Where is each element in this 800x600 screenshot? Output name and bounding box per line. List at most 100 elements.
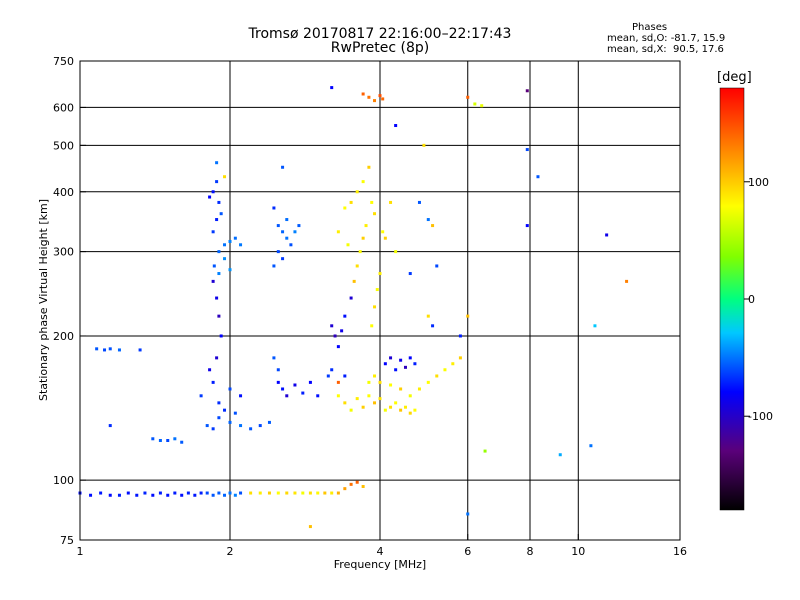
data-point [451,362,455,366]
data-point [443,368,447,372]
data-point [267,491,271,495]
data-point [413,408,417,412]
data-point [316,491,320,495]
data-point [217,401,221,405]
data-point [408,272,412,276]
data-point [308,525,312,529]
y-tick-label: 400 [53,186,74,199]
data-point [211,380,215,384]
data-point [466,95,470,99]
data-point [272,356,276,360]
data-point [215,161,219,165]
data-point [426,314,430,318]
data-point [343,401,347,405]
data-point [589,444,593,448]
x-tick-label: 2 [227,545,234,558]
data-point [330,368,334,372]
data-point [605,233,609,237]
data-point [223,493,227,497]
data-point [394,401,398,405]
x-tick-label: 6 [464,545,471,558]
data-point [422,143,426,147]
data-point [336,394,340,398]
y-tick-label: 75 [60,534,74,547]
data-point [89,493,93,497]
data-point [301,491,305,495]
data-point [199,394,203,398]
data-point [326,374,330,378]
data-point [408,411,412,415]
colorbar [719,87,745,511]
data-point [208,368,212,372]
data-point [215,296,219,300]
data-point [483,449,487,453]
phase-o-stats: mean, sd,O: -81.7, 15.9 [607,33,726,44]
data-point [330,491,334,495]
data-point [373,305,377,309]
data-point [426,218,430,222]
data-point [364,224,368,228]
data-point [173,437,177,441]
data-point [431,324,435,328]
data-point [426,380,430,384]
data-point [211,279,215,283]
data-point [186,491,190,495]
data-point [249,427,253,431]
data-point [383,408,387,412]
data-point [367,380,371,384]
x-tick-label: 10 [571,545,585,558]
data-point [361,405,365,409]
data-point [336,491,340,495]
y-tick-label: 500 [53,139,74,152]
data-point [193,493,197,497]
data-point [308,380,312,384]
data-point [217,314,221,318]
data-point [158,491,162,495]
data-point [223,243,227,247]
data-point [394,368,398,372]
data-point [108,424,112,428]
x-tick-label: 4 [377,545,384,558]
data-point [558,453,562,457]
data-point [239,491,243,495]
data-point [212,264,216,268]
data-point [367,394,371,398]
chart-subtitle: RwPretec (8p) [330,40,430,56]
data-point [343,206,347,210]
data-point [336,380,340,384]
data-point [281,165,285,169]
data-point [208,195,212,199]
phase-x-stats: mean, sd,X: 90.5, 17.6 [607,44,724,55]
data-point [394,250,398,254]
data-point [466,314,470,318]
data-point [349,408,353,412]
data-point [211,190,215,194]
data-point [233,236,237,240]
data-point [239,394,243,398]
data-point [413,362,417,366]
data-point [289,243,293,247]
x-axis-label: Frequency [MHz] [334,558,426,571]
data-point [151,493,155,497]
data-point [458,356,462,360]
data-point [285,236,289,240]
data-point [323,491,327,495]
data-point [199,491,203,495]
data-point [381,230,385,234]
data-point [217,491,221,495]
data-point [223,257,227,261]
data-point [215,356,219,360]
points-layer [78,86,629,529]
data-point [355,190,359,194]
data-point [228,491,232,495]
data-point [536,175,540,179]
data-point [466,512,470,516]
data-point [173,491,177,495]
data-point [399,387,403,391]
data-point [435,374,439,378]
data-point [223,408,227,412]
data-point [293,230,297,234]
data-point [205,424,209,428]
x-tick-label: 16 [673,545,687,558]
y-tick-label: 200 [53,330,74,343]
